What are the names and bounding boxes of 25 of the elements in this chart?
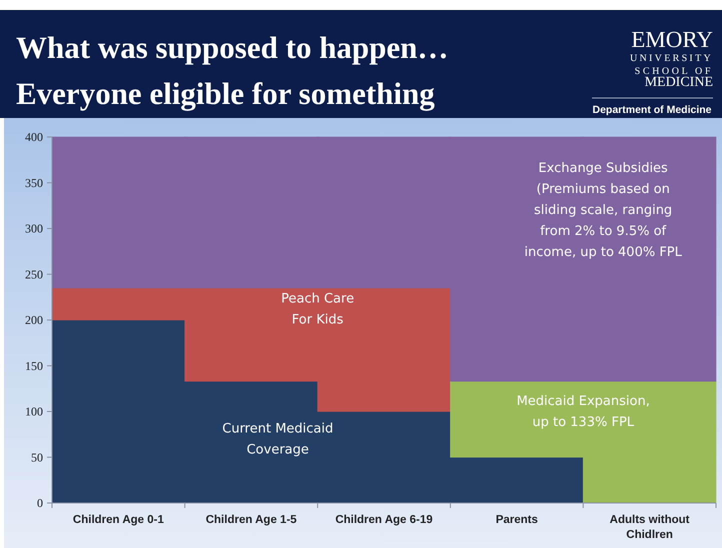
x-tick-label: Children Age 0-1 [72,514,164,526]
y-tick-label: 200 [25,313,43,328]
y-tick-label: 50 [31,450,43,464]
text: Department of Medicine [592,104,712,116]
series-label: Current Medicaid Coverage [222,421,334,458]
x-tick-label: Parents [496,514,538,526]
y-tick-label: 100 [25,404,43,419]
text: SCHOOL OF [634,66,713,77]
x-tick-label: Children Age 6-19 [335,514,433,526]
y-tick-label: 350 [25,176,43,190]
text: MEDICINE [644,75,713,90]
y-tick-label: 0 [37,496,43,510]
text: UNIVERSITY [630,53,713,64]
x-tick-label: Adults without Chidlren [610,514,690,541]
y-tick-label: 400 [25,130,43,144]
text: EMORY [631,27,714,52]
series-label: Medicaid Expansion, up to 133% FPL [516,394,650,430]
series-label: Exchange Subsidies (Premiums based on sliding scale, ranging from 2% to 9.5% of income, up to 400% FPL [524,161,683,260]
chart-subtitle: Everyone eligible for something [16,76,436,111]
x-tick-label: Children Age 1-5 [206,514,298,526]
series-label: Peach Care For Kids [281,292,354,328]
y-tick-label: 300 [25,222,43,236]
chart-title: What was supposed to happen… [16,30,448,65]
y-tick-label: 150 [25,358,43,373]
y-tick-label: 250 [25,267,43,282]
